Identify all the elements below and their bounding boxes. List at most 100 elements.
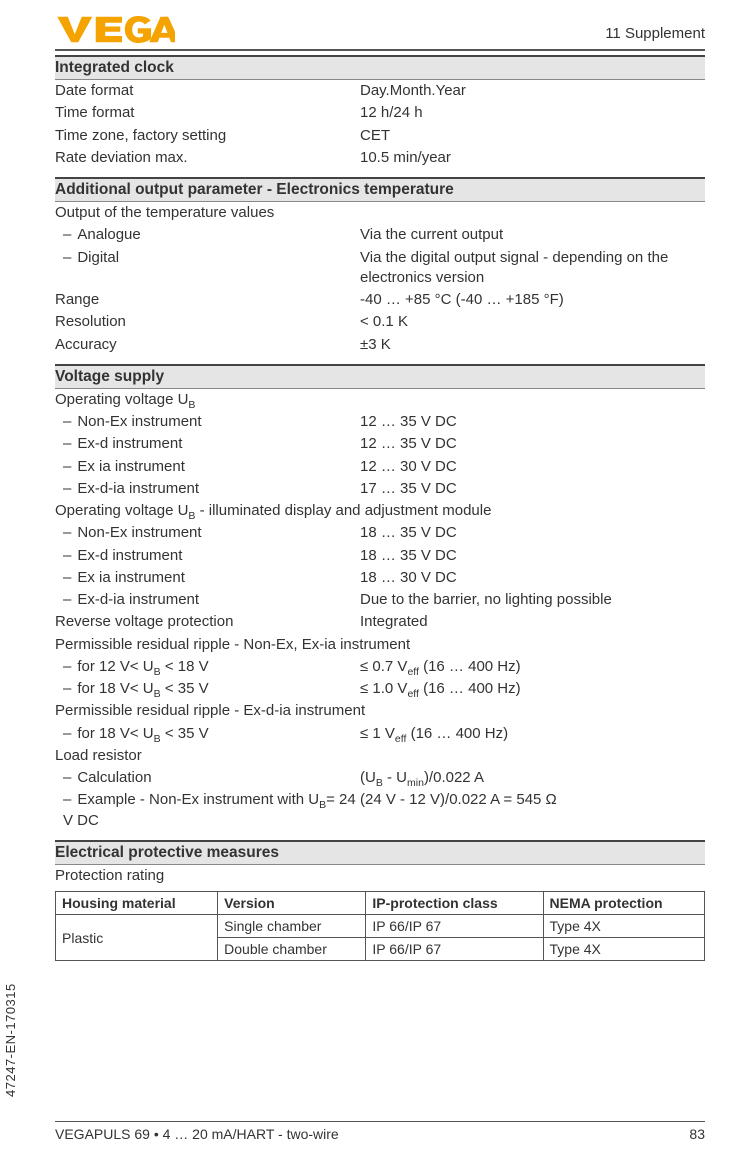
clock-row-label: Rate deviation max. xyxy=(55,148,360,168)
voltage-reverse-row: Reverse voltage protection Integrated xyxy=(55,611,705,633)
spec-subrow-value: Due to the barrier, no lighting possible xyxy=(360,590,705,610)
voltage-calc-row: Calculation (UB - Umin)/0.022 A xyxy=(55,767,705,789)
voltage-ripple1-heading: Permissible residual ripple - Non-Ex, Ex… xyxy=(55,634,705,656)
spec-subrow-value: ≤ 0.7 Veff (16 … 400 Hz) xyxy=(360,657,705,677)
spec-subrow-label: Ex-d instrument xyxy=(55,546,360,566)
voltage-reverse-label: Reverse voltage protection xyxy=(55,612,360,632)
spec-subrow-label: Ex-d instrument xyxy=(55,434,360,454)
doc-id-side-label: 47247-EN-170315 xyxy=(3,983,18,1097)
voltage-ripple2-rows: for 18 V< UB < 35 V≤ 1 Veff (16 … 400 Hz… xyxy=(55,723,705,745)
spec-subrow-value: ≤ 1 Veff (16 … 400 Hz) xyxy=(360,724,705,744)
temp-accuracy-label: Accuracy xyxy=(55,335,360,355)
spec-subrow: Ex-d instrument18 … 35 V DC xyxy=(55,545,705,567)
spec-subrow-value: 18 … 30 V DC xyxy=(360,568,705,588)
spec-subrow: Ex ia instrument12 … 30 V DC xyxy=(55,456,705,478)
table-cell: Single chamber xyxy=(218,915,366,938)
spec-subrow-value: 12 … 35 V DC xyxy=(360,412,705,432)
temp-analogue-value: Via the current output xyxy=(360,225,705,245)
section-integrated-clock-body: Date formatDay.Month.YearTime format12 h… xyxy=(55,80,705,169)
table-cell: IP 66/IP 67 xyxy=(366,938,543,961)
spec-subrow-label: for 18 V< UB < 35 V xyxy=(55,679,360,699)
table-cell: Double chamber xyxy=(218,938,366,961)
section-temp-title: Additional output parameter - Electronic… xyxy=(55,177,705,202)
footer-product: VEGAPULS 69 • 4 … 20 mA/HART - two-wire xyxy=(55,1126,339,1142)
voltage-ub-heading: Operating voltage UB xyxy=(55,389,705,411)
voltage-ub-illuminated-heading: Operating voltage UB - illuminated displ… xyxy=(55,500,705,522)
protection-table-col: NEMA protection xyxy=(543,892,704,915)
temp-accuracy-row: Accuracy ±3 K xyxy=(55,334,705,356)
clock-row: Time format12 h/24 h xyxy=(55,102,705,124)
temp-resolution-row: Resolution < 0.1 K xyxy=(55,311,705,333)
spec-subrow-label: Ex ia instrument xyxy=(55,568,360,588)
table-cell: IP 66/IP 67 xyxy=(366,915,543,938)
voltage-reverse-value: Integrated xyxy=(360,612,705,632)
protective-sub: Protection rating xyxy=(55,865,705,887)
voltage-calc-value: (UB - Umin)/0.022 A xyxy=(360,768,705,788)
temp-output-heading: Output of the temperature values xyxy=(55,202,705,224)
spec-subrow-label: Ex-d-ia instrument xyxy=(55,590,360,610)
spec-subrow-label: Ex-d-ia instrument xyxy=(55,479,360,499)
spec-subrow: for 12 V< UB < 18 V≤ 0.7 Veff (16 … 400 … xyxy=(55,656,705,678)
temp-range-label: Range xyxy=(55,290,360,310)
table-cell: Type 4X xyxy=(543,938,704,961)
spec-subrow: Ex-d instrument12 … 35 V DC xyxy=(55,433,705,455)
clock-row-value: Day.Month.Year xyxy=(360,81,705,101)
table-cell: Plastic xyxy=(56,915,218,961)
protection-table-header: Housing materialVersionIP-protection cla… xyxy=(56,892,705,915)
section-protective-title: Electrical protective measures xyxy=(55,840,705,865)
spec-subrow-label: Non-Ex instrument xyxy=(55,523,360,543)
spec-subrow-value: ≤ 1.0 Veff (16 … 400 Hz) xyxy=(360,679,705,699)
spec-subrow: Ex-d-ia instrument17 … 35 V DC xyxy=(55,478,705,500)
clock-row-value: 10.5 min/year xyxy=(360,148,705,168)
temp-digital-label: Digital xyxy=(55,248,360,289)
spec-subrow: Ex ia instrument18 … 30 V DC xyxy=(55,567,705,589)
table-row: PlasticSingle chamberIP 66/IP 67Type 4X xyxy=(56,915,705,938)
clock-row-label: Time format xyxy=(55,103,360,123)
voltage-ub-illuminated-rows: Non-Ex instrument18 … 35 V DCEx-d instru… xyxy=(55,522,705,611)
header-rule xyxy=(55,49,705,51)
temp-analogue-row: Analogue Via the current output xyxy=(55,224,705,246)
spec-subrow-label: Non-Ex instrument xyxy=(55,412,360,432)
voltage-ub-rows: Non-Ex instrument12 … 35 V DCEx-d instru… xyxy=(55,411,705,500)
section-voltage-title: Voltage supply xyxy=(55,364,705,389)
temp-resolution-label: Resolution xyxy=(55,312,360,332)
spec-subrow-value: 18 … 35 V DC xyxy=(360,546,705,566)
clock-row: Date formatDay.Month.Year xyxy=(55,80,705,102)
temp-digital-row: Digital Via the digital output signal - … xyxy=(55,247,705,290)
voltage-load-heading: Load resistor xyxy=(55,745,705,767)
voltage-example-value: (24 V - 12 V)/0.022 A = 545 Ω xyxy=(360,790,705,831)
clock-row: Time zone, factory settingCET xyxy=(55,125,705,147)
temp-analogue-label: Analogue xyxy=(55,225,360,245)
voltage-example-label: Example - Non-Ex instrument with UB= 24 … xyxy=(55,790,360,831)
spec-subrow: for 18 V< UB < 35 V≤ 1.0 Veff (16 … 400 … xyxy=(55,678,705,700)
spec-subrow-value: 12 … 30 V DC xyxy=(360,457,705,477)
spec-subrow-label: for 18 V< UB < 35 V xyxy=(55,724,360,744)
temp-accuracy-value: ±3 K xyxy=(360,335,705,355)
temp-range-value: -40 … +85 °C (-40 … +185 °F) xyxy=(360,290,705,310)
spec-subrow: Non-Ex instrument12 … 35 V DC xyxy=(55,411,705,433)
clock-row-value: 12 h/24 h xyxy=(360,103,705,123)
spec-subrow: Ex-d-ia instrumentDue to the barrier, no… xyxy=(55,589,705,611)
clock-row-label: Time zone, factory setting xyxy=(55,126,360,146)
spec-subrow-label: Ex ia instrument xyxy=(55,457,360,477)
spec-subrow: for 18 V< UB < 35 V≤ 1 Veff (16 … 400 Hz… xyxy=(55,723,705,745)
vega-logo xyxy=(55,15,175,43)
protection-table-col: Version xyxy=(218,892,366,915)
protection-table-col: Housing material xyxy=(56,892,218,915)
temp-digital-value: Via the digital output signal - dependin… xyxy=(360,248,705,289)
spec-subrow: Non-Ex instrument18 … 35 V DC xyxy=(55,522,705,544)
page-footer: VEGAPULS 69 • 4 … 20 mA/HART - two-wire … xyxy=(55,1121,705,1142)
protection-table-col: IP-protection class xyxy=(366,892,543,915)
spec-subrow-value: 12 … 35 V DC xyxy=(360,434,705,454)
voltage-example-row: Example - Non-Ex instrument with UB= 24 … xyxy=(55,789,705,832)
protection-table-body: PlasticSingle chamberIP 66/IP 67Type 4XD… xyxy=(56,915,705,961)
temp-range-row: Range -40 … +85 °C (-40 … +185 °F) xyxy=(55,289,705,311)
clock-row: Rate deviation max.10.5 min/year xyxy=(55,147,705,169)
spec-subrow-value: 18 … 35 V DC xyxy=(360,523,705,543)
temp-resolution-value: < 0.1 K xyxy=(360,312,705,332)
table-cell: Type 4X xyxy=(543,915,704,938)
spec-subrow-value: 17 … 35 V DC xyxy=(360,479,705,499)
voltage-calc-label: Calculation xyxy=(55,768,360,788)
voltage-ripple1-rows: for 12 V< UB < 18 V≤ 0.7 Veff (16 … 400 … xyxy=(55,656,705,701)
page-header: 11 Supplement xyxy=(55,15,705,43)
